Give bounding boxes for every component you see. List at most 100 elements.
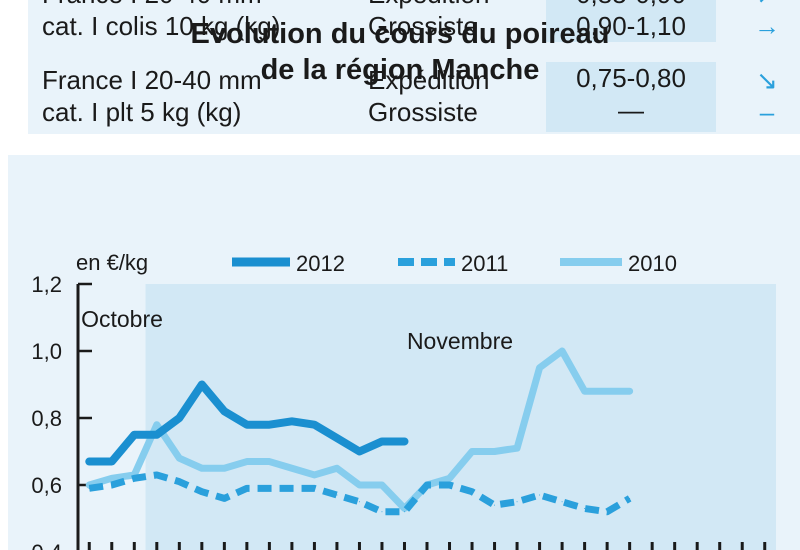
trend-cell: ↗ →: [734, 0, 800, 42]
data-point: [178, 457, 180, 459]
product-cell: France I 20-40 mm cat. I colis 10 kg (kg…: [42, 0, 280, 42]
stage-line: Grossiste: [368, 11, 478, 41]
data-point: [246, 487, 248, 489]
data-point: [358, 451, 360, 452]
data-point: [471, 491, 473, 493]
stage-line: Expédition: [368, 0, 489, 10]
data-point: [494, 451, 496, 452]
price-row: France I 20-40 mm cat. I plt 5 kg (kg) E…: [28, 62, 800, 132]
data-point: [561, 501, 563, 503]
data-point: [88, 461, 90, 463]
trend-cell: ↘ –: [734, 64, 800, 128]
legend-label: 2012: [296, 251, 345, 276]
data-point: [313, 487, 315, 489]
data-point: [449, 484, 451, 486]
data-point: [336, 494, 338, 496]
data-point: [313, 424, 315, 426]
data-point: [201, 384, 203, 385]
data-point: [336, 467, 338, 469]
data-point: [111, 484, 113, 486]
data-point: [584, 390, 586, 392]
data-point: [111, 477, 113, 479]
price-value: —: [618, 95, 644, 125]
data-point: [381, 440, 383, 442]
data-point: [539, 494, 541, 496]
price-row: France I 20-40 mm cat. I colis 10 kg (kg…: [28, 0, 800, 42]
data-point: [336, 437, 338, 439]
data-point: [403, 511, 405, 513]
data-point: [246, 461, 248, 463]
product-line: cat. I colis 10 kg (kg): [42, 11, 281, 41]
chart-title-line: de la région Manche: [260, 54, 540, 86]
data-point: [606, 511, 608, 513]
trend-none-icon: –: [759, 97, 775, 127]
data-point: [403, 507, 405, 509]
y-tick-label: 1,2: [31, 272, 62, 297]
data-point: [178, 481, 180, 483]
data-point: [561, 350, 563, 352]
data-point: [88, 487, 90, 489]
data-point: [629, 497, 631, 499]
data-point: [178, 417, 180, 419]
period-label: Octobre: [81, 306, 163, 332]
data-point: [156, 474, 158, 476]
stage-line: Grossiste: [368, 97, 478, 127]
data-point: [133, 477, 135, 479]
data-point: [291, 420, 293, 422]
data-point: [201, 491, 203, 493]
price-value: 0,85-0,90: [546, 0, 716, 10]
chart-title: Evolution du cours du poireau de la régi…: [0, 16, 800, 88]
data-point: [268, 424, 270, 426]
y-tick-label: 0,6: [31, 473, 62, 498]
chart-title-line: Evolution du cours du poireau: [190, 18, 610, 50]
data-point: [426, 484, 428, 486]
data-point: [291, 467, 293, 469]
stage-cell: Expédition Grossiste: [368, 64, 489, 128]
trend-up-icon: ↗: [734, 0, 800, 10]
data-point: [494, 504, 496, 506]
data-point: [133, 434, 135, 436]
data-point: [156, 434, 158, 436]
product-line: cat. I plt 5 kg (kg): [42, 97, 242, 127]
data-point: [223, 410, 225, 412]
data-point: [268, 487, 270, 489]
data-point: [584, 507, 586, 509]
data-point: [111, 461, 113, 463]
stage-cell: Expédition Grossiste: [368, 0, 489, 42]
data-point: [403, 440, 405, 442]
period-band: [145, 284, 776, 550]
data-point: [313, 474, 315, 476]
legend-label: 2010: [628, 251, 677, 276]
data-point: [516, 447, 518, 449]
period-label: Novembre: [407, 328, 513, 354]
product-line: France I 20-40 mm: [42, 65, 262, 95]
data-point: [381, 511, 383, 513]
price-cell: 0,85-0,90 0,90-1,10: [546, 0, 716, 42]
data-point: [201, 467, 203, 469]
data-point: [449, 477, 451, 479]
data-point: [358, 501, 360, 503]
price-value: 0,75-0,80: [576, 63, 686, 93]
price-value: 0,90-1,10: [576, 11, 686, 41]
data-point: [471, 451, 473, 452]
legend-label: 2011: [461, 251, 508, 276]
stage-line: Expédition: [368, 65, 490, 95]
data-point: [539, 367, 541, 369]
data-point: [246, 424, 248, 426]
data-point: [358, 484, 360, 486]
y-tick-label: 1,0: [31, 339, 62, 364]
y-axis-label: en €/kg: [76, 250, 148, 275]
data-point: [223, 497, 225, 499]
price-table: France I 20-40 mm cat. I colis 10 kg (kg…: [28, 0, 800, 134]
data-point: [268, 461, 270, 463]
data-point: [516, 501, 518, 503]
product-cell: France I 20-40 mm cat. I plt 5 kg (kg): [42, 64, 262, 128]
trend-down-icon: ↘: [756, 65, 778, 95]
data-point: [381, 484, 383, 486]
data-point: [291, 487, 293, 489]
trend-flat-icon: →: [754, 11, 780, 41]
data-point: [156, 424, 158, 426]
product-line: France I 20-40 mm: [42, 0, 280, 10]
y-tick-label: 0,4: [31, 540, 62, 550]
data-point: [629, 390, 631, 392]
